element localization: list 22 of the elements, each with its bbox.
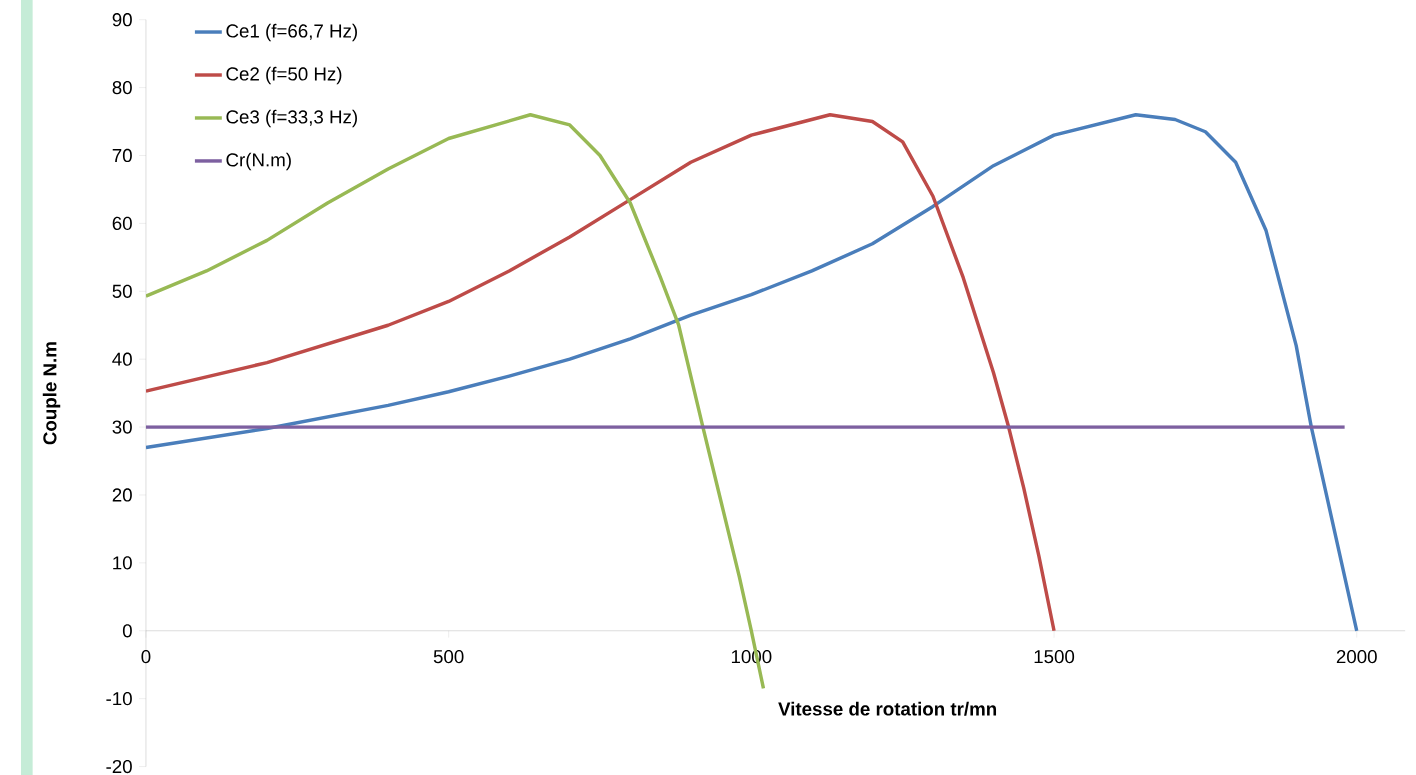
y-tick-label: 80 (112, 80, 132, 95)
y-tick-label: 70 (112, 148, 132, 162)
legend-label: Ce1 (f=66,7 Hz) (226, 23, 357, 42)
y-tick-label: 20 (112, 488, 132, 502)
y-axis-title: Couple N.m (42, 342, 61, 445)
legend-label: Cr(N.m) (226, 152, 291, 171)
y-tick-label: -10 (106, 691, 132, 706)
y-tick-label: 90 (112, 12, 132, 27)
x-tick-label: 1500 (1034, 649, 1075, 664)
legend-label: Ce3 (f=33,3 Hz) (226, 109, 357, 128)
x-tick-label: 500 (433, 649, 464, 664)
x-tick-label: 0 (141, 649, 151, 664)
x-tick-label: 2000 (1336, 649, 1377, 664)
y-tick-label: -20 (106, 759, 132, 773)
y-tick-label: 30 (112, 420, 132, 434)
y-tick-label: 50 (112, 284, 132, 298)
y-tick-label: 60 (112, 216, 132, 230)
y-tick-label: 0 (122, 623, 132, 638)
legend-label: Ce2 (f=50 Hz) (226, 66, 342, 85)
y-tick-label: 10 (113, 556, 132, 570)
x-axis-title: Vitesse de rotation tr/mn (778, 701, 997, 716)
y-tick-label: 40 (112, 352, 132, 366)
